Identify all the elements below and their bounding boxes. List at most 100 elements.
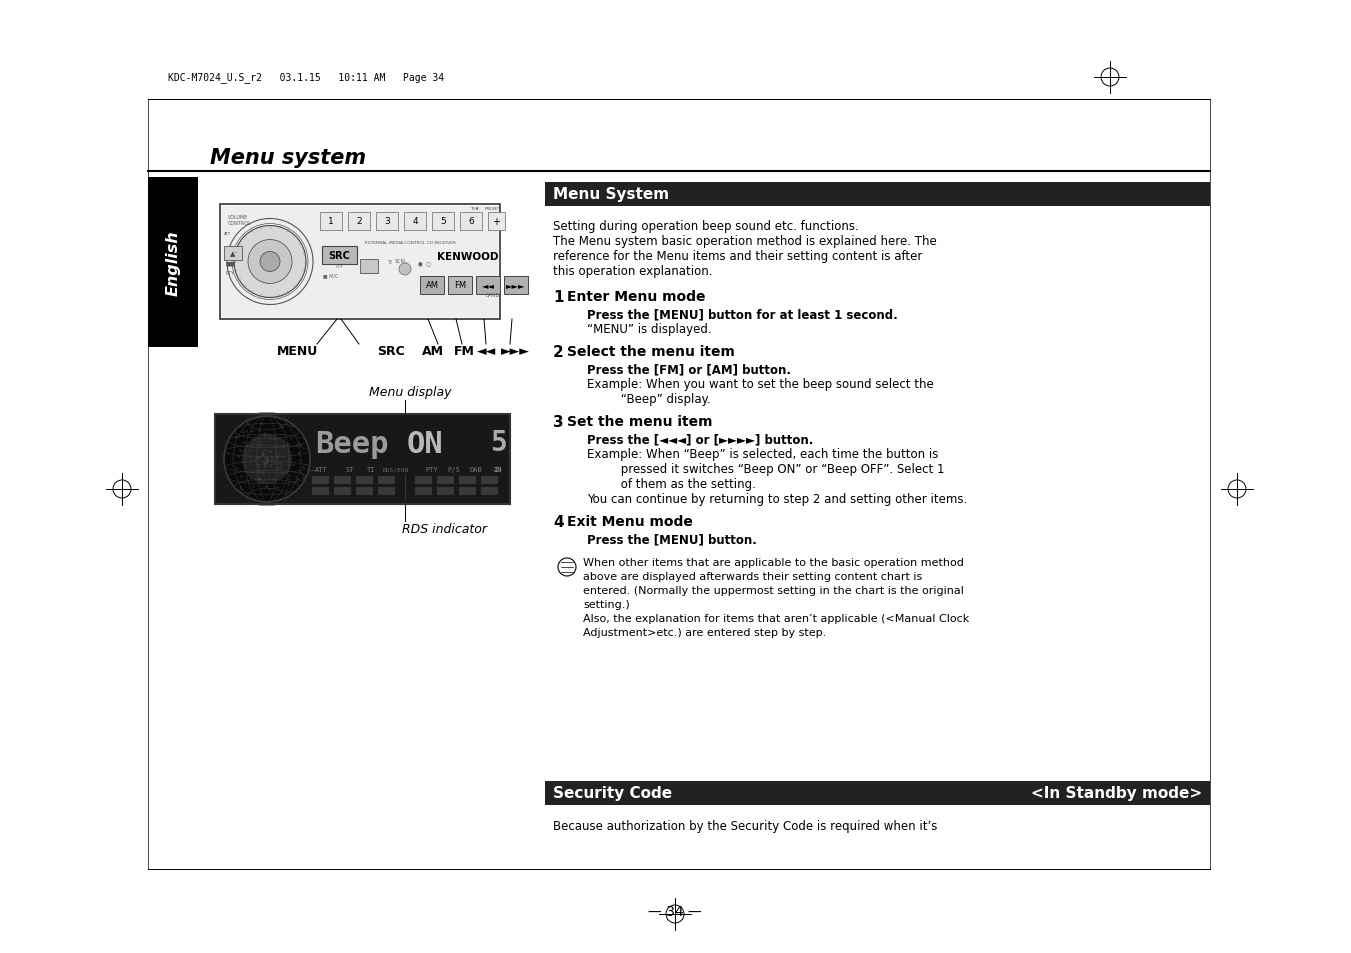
Bar <box>415 488 432 496</box>
Text: Set the menu item: Set the menu item <box>567 415 712 429</box>
Bar <box>149 178 199 348</box>
Text: You can continue by returning to step 2 and setting other items.: You can continue by returning to step 2 … <box>586 493 967 505</box>
Text: English: English <box>166 230 181 295</box>
Text: Enter Menu mode: Enter Menu mode <box>567 290 705 304</box>
Text: Menu System: Menu System <box>553 188 669 202</box>
Bar <box>224 247 242 261</box>
Circle shape <box>242 435 292 484</box>
Text: Example: When “Beep” is selected, each time the button is: Example: When “Beep” is selected, each t… <box>586 448 939 460</box>
Bar <box>404 213 426 231</box>
Text: <In Standby mode>: <In Standby mode> <box>1031 785 1202 801</box>
Bar <box>420 276 444 294</box>
Bar <box>488 213 505 231</box>
Text: ST: ST <box>345 467 354 473</box>
Text: 3: 3 <box>384 217 390 226</box>
Bar <box>376 213 399 231</box>
Text: The Menu system basic operation method is explained here. The: The Menu system basic operation method i… <box>553 234 936 248</box>
Text: SCRL: SCRL <box>394 258 408 264</box>
Bar <box>220 205 500 319</box>
Bar <box>359 260 378 274</box>
Text: Menu system: Menu system <box>209 148 366 168</box>
Text: ▲: ▲ <box>230 251 235 256</box>
Text: PRESET: PRESET <box>485 207 501 211</box>
Text: “Beep” display.: “Beep” display. <box>586 393 711 406</box>
Text: “MENU” is displayed.: “MENU” is displayed. <box>586 323 712 335</box>
Text: ►►►: ►►► <box>507 281 526 291</box>
Bar <box>334 476 351 484</box>
Bar <box>449 276 471 294</box>
Bar <box>432 213 454 231</box>
Text: PTY: PTY <box>226 271 234 275</box>
Text: 5: 5 <box>440 217 446 226</box>
Text: 1: 1 <box>328 217 334 226</box>
Text: reference for the Menu items and their setting content is after: reference for the Menu items and their s… <box>553 250 923 263</box>
Text: above are displayed afterwards their setting content chart is: above are displayed afterwards their set… <box>584 572 923 581</box>
Bar <box>320 213 342 231</box>
Text: Because authorization by the Security Code is required when it’s: Because authorization by the Security Co… <box>553 820 938 832</box>
Text: ◄◄: ◄◄ <box>481 281 494 291</box>
Bar <box>544 781 1210 805</box>
Text: Select the menu item: Select the menu item <box>567 345 735 358</box>
Text: Example: When you want to set the beep sound select the: Example: When you want to set the beep s… <box>586 377 934 391</box>
Bar <box>481 476 499 484</box>
Text: Press the [◄◄◄] or [►►►►] button.: Press the [◄◄◄] or [►►►►] button. <box>586 433 813 446</box>
Bar <box>504 276 528 294</box>
Text: 2: 2 <box>357 217 362 226</box>
Text: CONTROL: CONTROL <box>228 221 251 226</box>
Text: —: — <box>309 467 316 473</box>
Text: OFF: OFF <box>335 265 343 269</box>
Bar <box>349 213 370 231</box>
Text: AM: AM <box>426 281 439 291</box>
Text: BAND: BAND <box>485 293 500 297</box>
Text: 2: 2 <box>553 345 563 359</box>
Text: DAB: DAB <box>469 467 482 473</box>
Text: ATT: ATT <box>224 232 231 235</box>
Text: — 34 —: — 34 — <box>648 904 703 918</box>
Text: pressed it switches “Beep ON” or “Beep OFF”. Select 1: pressed it switches “Beep ON” or “Beep O… <box>586 462 944 476</box>
Circle shape <box>259 253 280 273</box>
Text: —: — <box>492 467 499 473</box>
Text: IN: IN <box>493 467 501 473</box>
Text: ■ M/C: ■ M/C <box>323 273 338 277</box>
Circle shape <box>224 416 309 502</box>
Bar <box>215 415 509 504</box>
Text: setting.): setting.) <box>584 599 630 609</box>
Text: Press the [MENU] button.: Press the [MENU] button. <box>586 533 757 545</box>
Text: 1: 1 <box>553 290 563 305</box>
Text: Also, the explanation for items that aren’t applicable (<Manual Clock: Also, the explanation for items that are… <box>584 614 969 623</box>
Text: When other items that are applicable to the basic operation method: When other items that are applicable to … <box>584 558 963 567</box>
Text: RDS indicator: RDS indicator <box>403 523 488 536</box>
Text: ■■: ■■ <box>226 261 235 266</box>
Bar <box>476 276 500 294</box>
Bar <box>357 488 373 496</box>
Bar <box>378 476 394 484</box>
Text: Menu display: Menu display <box>369 386 451 399</box>
Bar <box>459 213 482 231</box>
Text: 4: 4 <box>553 515 563 530</box>
Text: Security Code: Security Code <box>553 785 673 801</box>
Text: Press the [MENU] button for at least 1 second.: Press the [MENU] button for at least 1 s… <box>586 308 898 320</box>
Bar <box>459 476 476 484</box>
Bar <box>222 207 499 317</box>
Text: this operation explanation.: this operation explanation. <box>553 265 712 277</box>
Text: Adjustment>etc.) are entered step by step.: Adjustment>etc.) are entered step by ste… <box>584 627 827 638</box>
Bar <box>459 488 476 496</box>
Text: P/S: P/S <box>447 467 459 473</box>
Text: of them as the setting.: of them as the setting. <box>586 477 755 491</box>
Text: TU▼: TU▼ <box>470 207 478 211</box>
Bar <box>312 488 330 496</box>
Text: Exit Menu mode: Exit Menu mode <box>567 515 693 529</box>
Text: PTY: PTY <box>426 467 438 473</box>
Bar <box>334 488 351 496</box>
Text: MENU: MENU <box>277 345 317 358</box>
Text: SRC: SRC <box>328 251 350 261</box>
Bar <box>378 488 394 496</box>
Text: RDS/EON: RDS/EON <box>382 467 409 472</box>
Text: Beep: Beep <box>315 430 389 459</box>
Bar <box>436 476 454 484</box>
Bar <box>436 488 454 496</box>
Text: 4: 4 <box>412 217 417 226</box>
Text: FM: FM <box>454 345 474 358</box>
Text: ●  ○: ● ○ <box>417 261 431 266</box>
Bar <box>481 488 499 496</box>
